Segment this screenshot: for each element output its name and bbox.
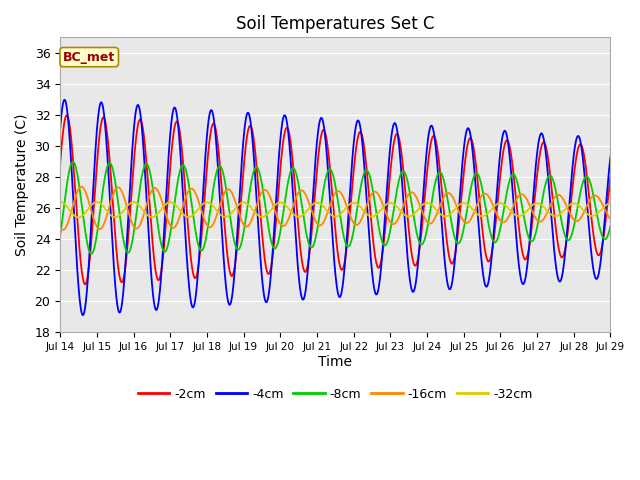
-2cm [56,161,64,167]
-4cm [61,97,68,103]
X-axis label: Time: Time [318,355,352,369]
-4cm [537,131,545,137]
Line: -16cm: -16cm [60,187,611,230]
-4cm [120,289,127,295]
-4cm [268,264,275,270]
-2cm [292,190,300,195]
-8cm [268,240,275,246]
-16cm [607,216,614,222]
-2cm [120,276,127,282]
-2cm [152,270,160,276]
-16cm [152,185,160,191]
Line: -4cm: -4cm [60,100,611,315]
-32cm [607,201,614,206]
-32cm [56,199,64,205]
-32cm [537,202,545,207]
-2cm [81,281,89,287]
Legend: -2cm, -4cm, -8cm, -16cm, -32cm: -2cm, -4cm, -8cm, -16cm, -32cm [133,383,538,406]
Line: -2cm: -2cm [60,115,611,284]
-8cm [88,251,95,257]
-16cm [56,224,64,230]
-32cm [596,208,604,214]
-2cm [607,174,614,180]
-2cm [537,146,545,152]
-32cm [75,215,83,220]
-16cm [60,227,67,233]
-16cm [268,198,275,204]
-16cm [596,197,604,203]
Title: Soil Temperatures Set C: Soil Temperatures Set C [236,15,435,33]
-4cm [292,229,300,235]
-4cm [79,312,87,318]
-32cm [291,213,299,218]
-4cm [607,154,614,160]
-4cm [152,307,160,313]
Line: -8cm: -8cm [60,162,611,254]
-4cm [596,264,604,269]
Line: -32cm: -32cm [60,202,611,217]
-32cm [268,206,275,212]
-8cm [596,226,604,232]
-8cm [69,159,77,165]
-32cm [152,213,159,218]
-2cm [268,262,275,267]
-8cm [292,168,300,174]
-8cm [120,236,127,242]
-16cm [120,192,127,198]
-2cm [63,112,70,118]
-8cm [152,208,160,214]
-16cm [292,196,300,202]
-16cm [537,219,545,225]
-8cm [607,224,614,229]
-8cm [56,233,64,239]
-8cm [537,205,545,211]
-4cm [56,126,64,132]
Text: BC_met: BC_met [63,50,115,64]
-32cm [119,208,127,214]
Y-axis label: Soil Temperature (C): Soil Temperature (C) [15,114,29,256]
-2cm [596,251,604,257]
-16cm [77,184,85,190]
